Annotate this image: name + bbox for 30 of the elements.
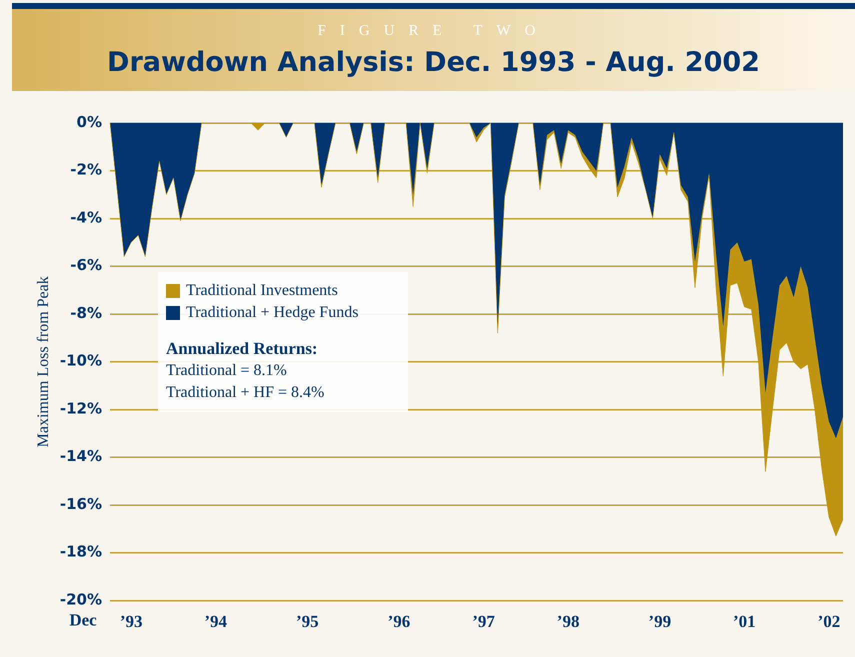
y-tick-label: -16% — [60, 494, 102, 513]
header-panel: FIGURE TWO Drawdown Analysis: Dec. 1993 - Aug. 2002 — [12, 9, 855, 91]
y-axis-title: Maximum Loss from Peak — [34, 276, 52, 448]
annotation: Traditional = 8.1% — [166, 361, 288, 381]
chart-title: Drawdown Analysis: Dec. 1993 - Aug. 2002 — [106, 47, 761, 78]
chart-subtitle: FIGURE TWO — [316, 23, 550, 40]
x-tick-label: ’93 — [120, 612, 142, 632]
x-tick-label: ’98 — [556, 612, 580, 632]
y-tick-label: -2% — [70, 160, 102, 179]
y-tick-label: -18% — [60, 542, 102, 561]
annotation: Annualized Returns: — [166, 338, 319, 360]
y-tick-label: 0% — [76, 112, 102, 131]
x-tick-label: ’01 — [732, 612, 756, 632]
x-tick-label: ’96 — [388, 612, 410, 632]
x-tick-label: ’94 — [204, 612, 228, 632]
x-tick-label: ’99 — [648, 612, 672, 632]
y-tick-label: -8% — [70, 304, 102, 322]
y-tick-label: -6% — [70, 256, 102, 274]
y-tick-label: -20% — [60, 590, 102, 608]
legend-label: Traditional + Hedge Funds — [186, 303, 358, 323]
legend-label: Traditional Investments — [186, 281, 338, 301]
x-tick-label: ’97 — [472, 612, 496, 632]
y-tick-label: -4% — [70, 208, 102, 226]
y-tick-label: -12% — [60, 399, 102, 418]
x-axis-title: Dec — [69, 610, 98, 630]
annotation: Traditional + HF = 8.4% — [166, 383, 326, 403]
y-tick-label: -10% — [60, 352, 102, 370]
y-tick-label: -14% — [60, 447, 102, 466]
x-tick-label: ’02 — [818, 612, 840, 632]
x-tick-label: ’95 — [296, 612, 319, 632]
